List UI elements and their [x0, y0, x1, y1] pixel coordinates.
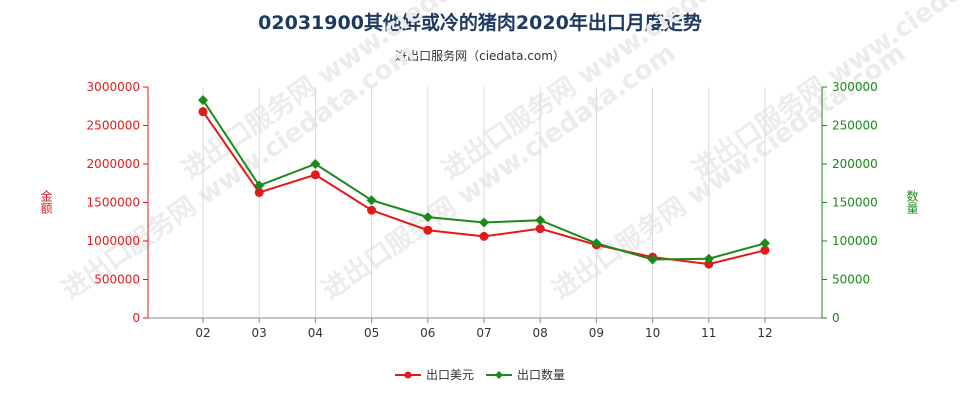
y-tick-label-right: 250000 — [832, 119, 878, 133]
data-point — [254, 187, 264, 197]
x-tick-label: 05 — [364, 326, 379, 340]
y-axis-title-right: 数量 — [905, 189, 919, 214]
y-tick-label-left: 1000000 — [87, 234, 140, 248]
data-point — [479, 231, 489, 241]
data-point — [760, 245, 770, 255]
y-tick-label-right: 0 — [832, 311, 840, 325]
data-point — [535, 215, 546, 226]
y-tick-label-right: 200000 — [832, 157, 878, 171]
legend-label: 出口美元 — [426, 368, 474, 382]
x-tick-label: 09 — [589, 326, 604, 340]
data-point — [760, 238, 770, 249]
data-point — [591, 238, 602, 249]
x-tick-label: 03 — [252, 326, 267, 340]
y-tick-label-right: 150000 — [832, 196, 878, 210]
legend-marker — [495, 371, 503, 379]
x-tick-label: 10 — [645, 326, 660, 340]
x-tick-label: 11 — [701, 326, 716, 340]
x-tick-label: 07 — [476, 326, 491, 340]
data-point — [703, 253, 714, 264]
chart-title: 02031900其他鲜或冷的猪肉2020年出口月度走势 — [258, 12, 702, 34]
x-tick-label: 02 — [195, 326, 210, 340]
data-point — [198, 95, 208, 106]
legend-label: 出口数量 — [517, 367, 565, 382]
x-tick-label: 04 — [308, 326, 323, 340]
data-point — [366, 195, 377, 206]
y-tick-label-right: 100000 — [832, 234, 878, 248]
legend-marker — [404, 371, 412, 379]
y-tick-label-right: 50000 — [832, 273, 870, 287]
y-axis-title-left: 金额 — [39, 189, 53, 215]
chart-subtitle: 进出口服务网（ciedata.com） — [395, 49, 565, 63]
y-tick-label-left: 2000000 — [87, 157, 140, 171]
data-point — [254, 180, 265, 191]
data-point — [647, 254, 658, 265]
data-point — [310, 159, 321, 169]
y-tick-label-right: 300000 — [832, 80, 878, 94]
y-tick-label-left: 500000 — [94, 273, 140, 287]
y-tick-label-left: 0 — [132, 311, 140, 325]
x-tick-label: 08 — [533, 326, 548, 340]
data-point — [535, 224, 545, 234]
x-tick-label: 06 — [420, 326, 435, 340]
data-point — [423, 225, 433, 235]
x-tick-label: 12 — [757, 326, 772, 340]
data-point — [367, 205, 377, 215]
data-point — [422, 212, 433, 223]
data-point — [310, 170, 320, 180]
y-tick-label-left: 2500000 — [87, 119, 140, 133]
data-point — [198, 107, 208, 117]
data-point — [704, 259, 714, 269]
y-tick-label-left: 1500000 — [87, 196, 140, 210]
watermark-text: 进出口服务网 www.ciedata.com — [687, 0, 960, 186]
y-tick-label-left: 3000000 — [87, 80, 140, 94]
data-point — [479, 217, 489, 228]
